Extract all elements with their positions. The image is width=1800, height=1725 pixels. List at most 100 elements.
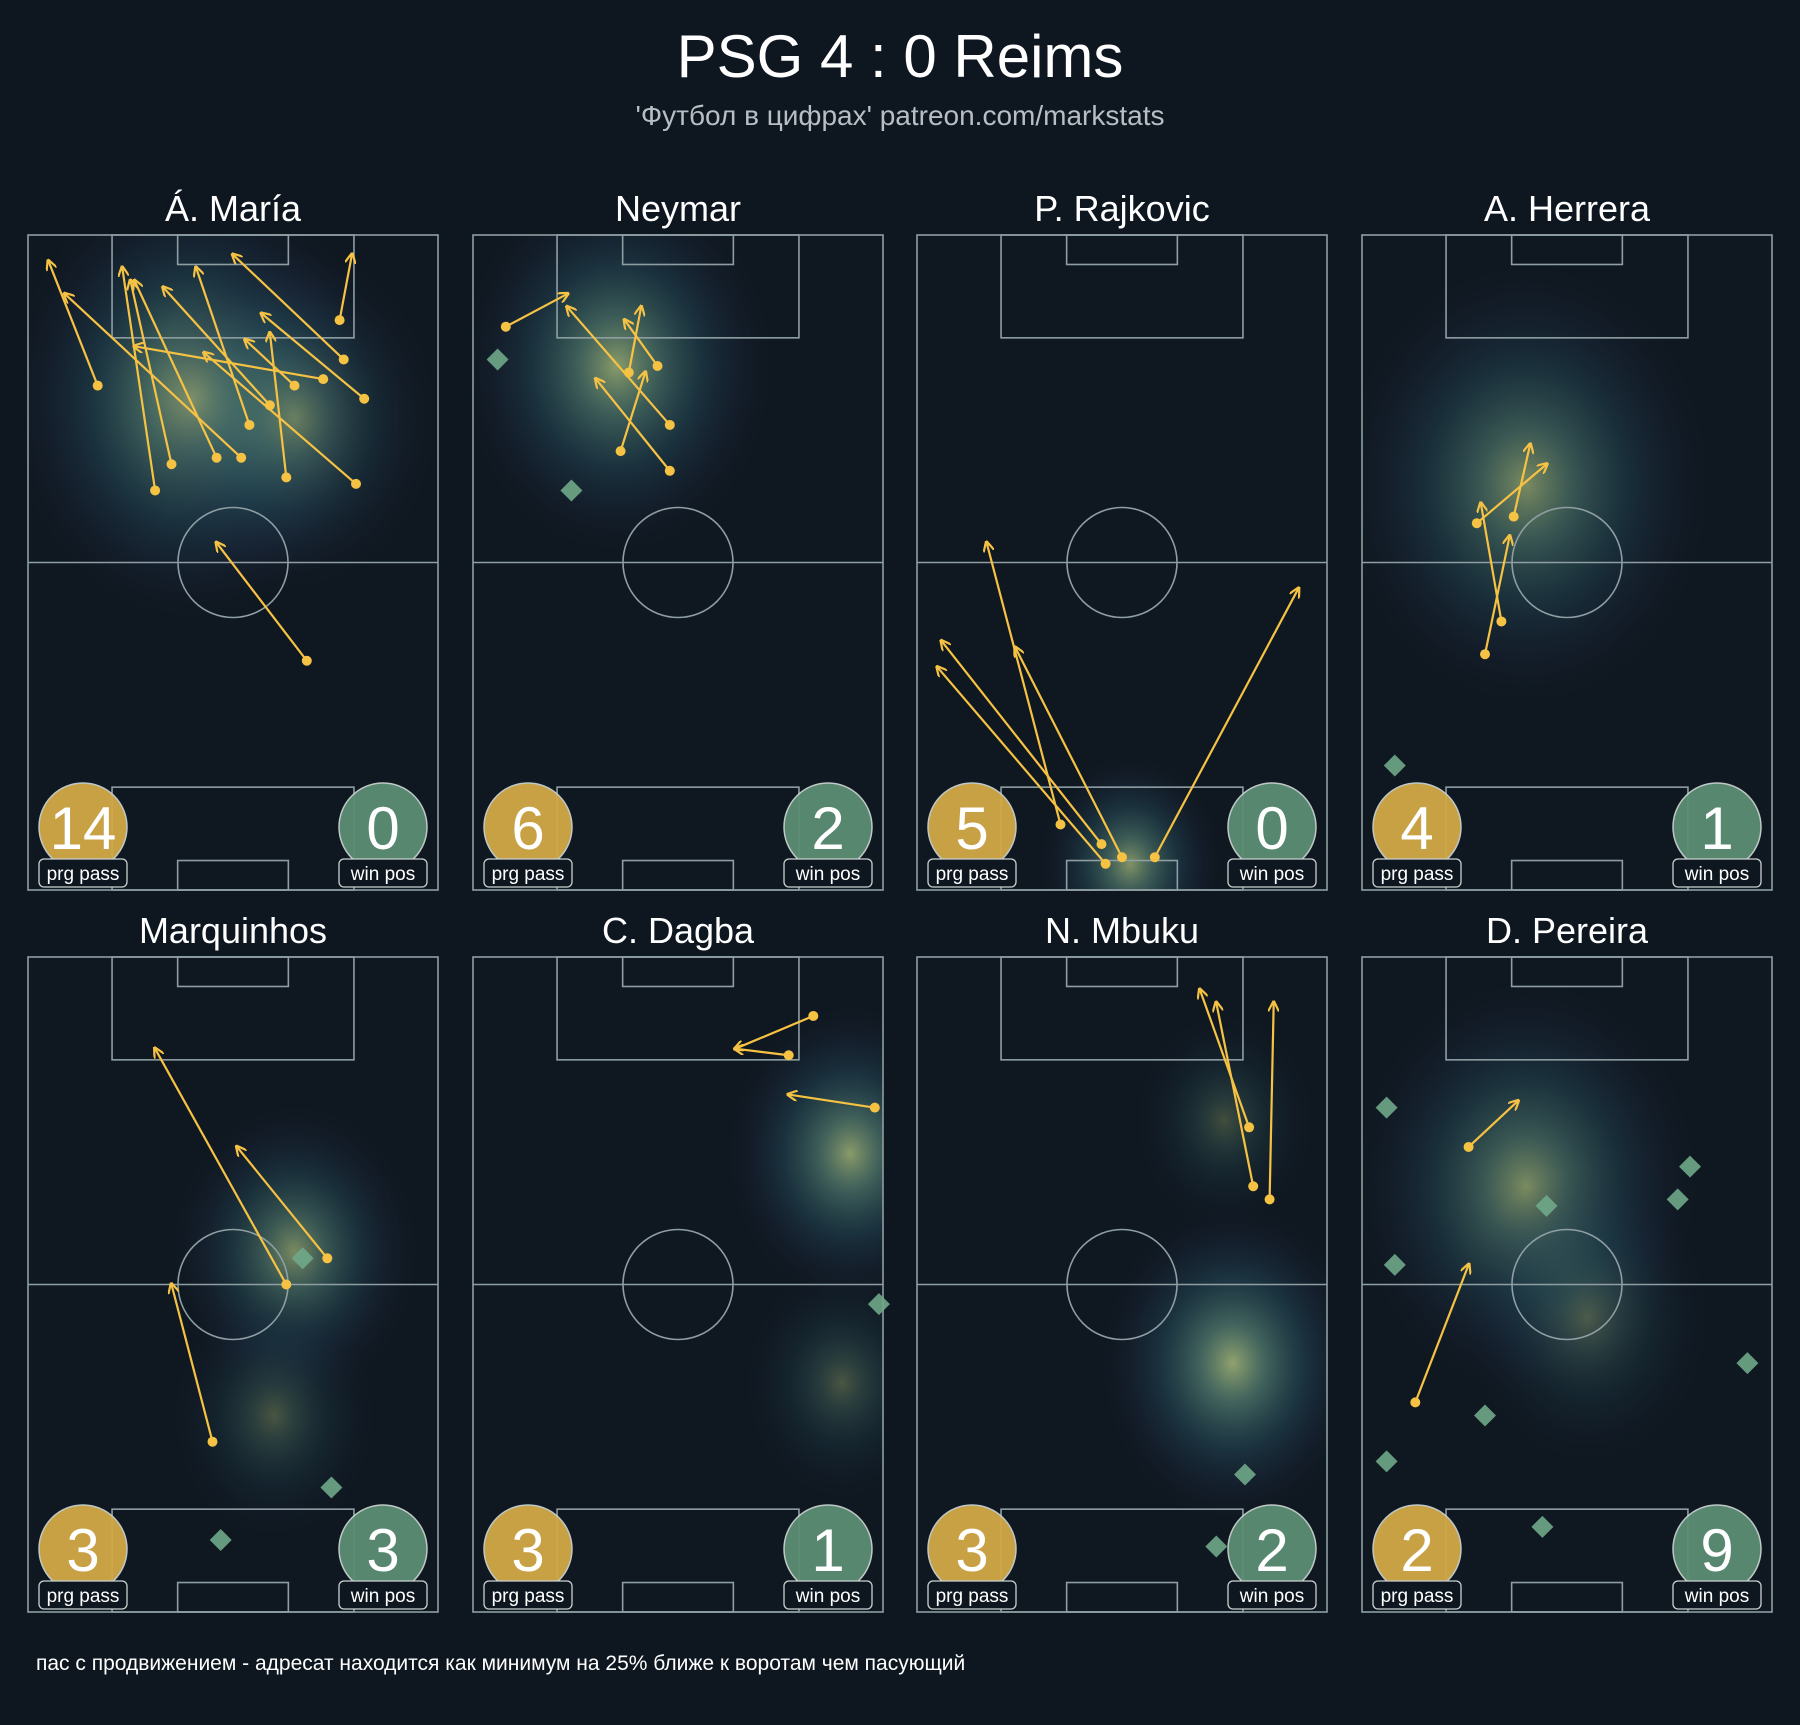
progressive-pass bbox=[596, 379, 675, 476]
win-marker bbox=[209, 1528, 232, 1551]
pass-origin bbox=[166, 459, 177, 470]
win-marker bbox=[1234, 1463, 1256, 1486]
prg-pass-badge-label-box bbox=[927, 1580, 1017, 1610]
progressive-pass bbox=[204, 353, 361, 489]
win-pos-badge-label: win pos bbox=[1684, 1586, 1749, 1607]
win-pos-badge-label: win pos bbox=[1684, 864, 1749, 885]
prg-pass-badge-label: prg pass bbox=[492, 864, 565, 885]
progressive-pass bbox=[1471, 464, 1547, 529]
win-pos-badge-label: win pos bbox=[350, 864, 415, 885]
progressive-pass bbox=[1149, 589, 1299, 863]
six-yard-box-top bbox=[1510, 956, 1624, 988]
pass-line bbox=[1015, 648, 1123, 858]
prg-pass-badge-label-box bbox=[483, 1580, 573, 1610]
density-layer bbox=[473, 235, 773, 553]
density-layer bbox=[1362, 262, 1711, 705]
pass-line bbox=[505, 294, 568, 328]
pass-origin bbox=[1055, 819, 1066, 830]
progressive-pass bbox=[735, 1010, 819, 1049]
win-marker bbox=[1375, 1450, 1398, 1473]
pass-origin bbox=[1410, 1397, 1421, 1408]
prg-pass-badge-label-box bbox=[38, 1580, 128, 1610]
center-circle bbox=[1511, 506, 1623, 619]
pass-origin bbox=[652, 361, 663, 371]
player-name: Marquinhos bbox=[139, 910, 327, 951]
win-marker bbox=[1679, 1155, 1701, 1178]
progressive-pass bbox=[65, 294, 247, 463]
pass-origin bbox=[281, 1279, 292, 1290]
win-pos-badge-label: win pos bbox=[1239, 1586, 1304, 1607]
density-blob bbox=[151, 246, 438, 591]
pass-line bbox=[625, 320, 659, 367]
prg-pass-badge-value: 3 bbox=[66, 1517, 99, 1584]
pass-line bbox=[619, 373, 646, 452]
win-pos-badge-label-box bbox=[338, 1580, 428, 1610]
six-yard-box-bottom bbox=[621, 1581, 735, 1613]
win-pos-badge-label-box bbox=[1672, 1580, 1762, 1610]
progressive-pass bbox=[1216, 1003, 1259, 1192]
page-subtitle: 'Футбол в цифрах' patreon.com/markstats bbox=[635, 100, 1165, 131]
center-circle bbox=[1066, 1228, 1178, 1341]
win-marker bbox=[1205, 1535, 1228, 1558]
prg-pass-badge-value: 2 bbox=[1400, 1517, 1433, 1584]
prg-pass-badge-label: prg pass bbox=[936, 864, 1009, 885]
six-yard-box-top bbox=[176, 956, 290, 988]
pass-line bbox=[172, 1285, 214, 1442]
pass-line bbox=[1476, 464, 1547, 525]
density-layer bbox=[1362, 979, 1711, 1465]
prg-pass-badge-value: 6 bbox=[511, 795, 544, 862]
pass-line bbox=[1483, 536, 1510, 655]
win-marker bbox=[1736, 1352, 1759, 1375]
six-yard-box-bottom bbox=[176, 1581, 290, 1613]
pass-line bbox=[1481, 504, 1503, 622]
win-marker bbox=[1375, 1096, 1398, 1119]
six-yard-box-top bbox=[1065, 234, 1179, 266]
pass-origin bbox=[1096, 839, 1107, 850]
density-blob bbox=[743, 1264, 883, 1501]
win-marker bbox=[1383, 754, 1406, 777]
win-pos-badge-value: 1 bbox=[811, 1517, 844, 1584]
progressive-pass bbox=[122, 268, 161, 496]
pass-origin bbox=[664, 465, 675, 476]
pass-line bbox=[938, 667, 1107, 865]
prg-pass-badge-value: 3 bbox=[955, 1517, 988, 1584]
progressive-pass bbox=[334, 255, 352, 326]
six-yard-box-bottom bbox=[1065, 1581, 1179, 1613]
pass-line bbox=[1153, 589, 1299, 858]
pass-origin bbox=[207, 1436, 218, 1447]
pass-origin bbox=[1463, 1141, 1474, 1152]
prg-pass-badge-label: prg pass bbox=[1381, 1586, 1454, 1607]
pass-line bbox=[942, 641, 1103, 845]
pass-line bbox=[196, 268, 251, 426]
pass-origin bbox=[1496, 616, 1507, 627]
win-marker bbox=[560, 479, 583, 502]
pass-line bbox=[1467, 1101, 1518, 1148]
density-layer bbox=[1040, 755, 1221, 890]
win-pos-badge-value: 3 bbox=[366, 1517, 399, 1584]
pass-origin bbox=[1264, 1194, 1275, 1205]
pass-origin bbox=[1149, 852, 1160, 863]
pass-line bbox=[735, 1049, 789, 1057]
prg-pass-badge-label-box bbox=[1372, 858, 1462, 888]
pass-line bbox=[65, 294, 242, 459]
pass-origin bbox=[664, 419, 675, 430]
density-blob bbox=[727, 1006, 883, 1301]
win-pos-badge-value: 9 bbox=[1700, 1517, 1733, 1584]
win-pos-badge-label-box bbox=[1227, 858, 1317, 888]
pass-origin bbox=[1100, 858, 1111, 869]
win-pos-badge-value: 2 bbox=[1255, 1517, 1288, 1584]
win-pos-badge-label-box bbox=[783, 1580, 873, 1610]
win-marker bbox=[1535, 1194, 1558, 1217]
win-marker bbox=[1666, 1188, 1689, 1211]
progressive-pass bbox=[615, 373, 646, 457]
pass-line bbox=[135, 281, 218, 459]
six-yard-box-bottom bbox=[621, 859, 735, 891]
win-pos-badge-label: win pos bbox=[350, 1586, 415, 1607]
progressive-pass bbox=[567, 307, 675, 430]
win-marker bbox=[320, 1476, 343, 1499]
progressive-pass bbox=[172, 1285, 218, 1447]
six-yard-box-bottom bbox=[1510, 859, 1624, 891]
